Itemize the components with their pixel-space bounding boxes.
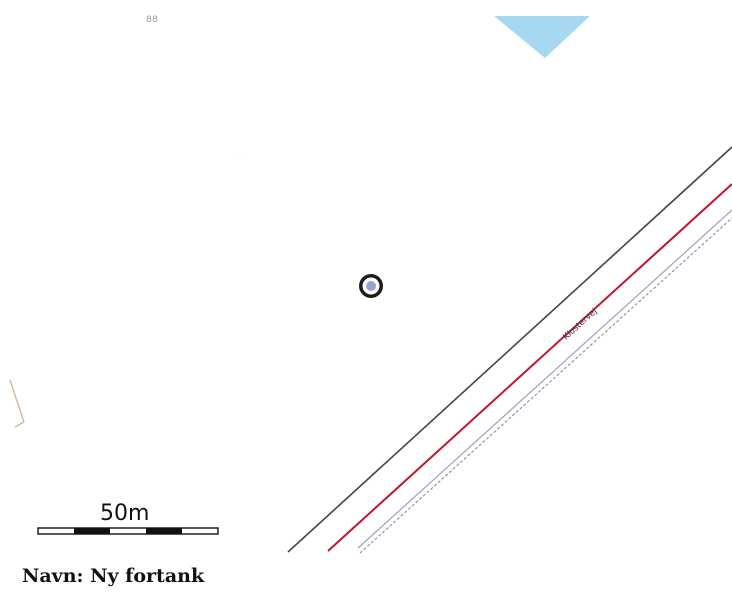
scale-bar <box>37 527 219 535</box>
road-edge-line <box>287 146 732 553</box>
tank-location-marker-icon[interactable] <box>359 274 383 298</box>
road-side-lines <box>357 209 732 554</box>
property-corner <box>9 379 25 428</box>
feature-name-label: Navn: Ny fortank <box>22 565 205 587</box>
water-area <box>494 16 590 58</box>
road-centerline <box>327 183 732 552</box>
parcel-number: 88 <box>146 15 159 25</box>
scale-bar-label: 50m <box>100 501 150 526</box>
road-name-label: Klostervej <box>561 307 599 343</box>
